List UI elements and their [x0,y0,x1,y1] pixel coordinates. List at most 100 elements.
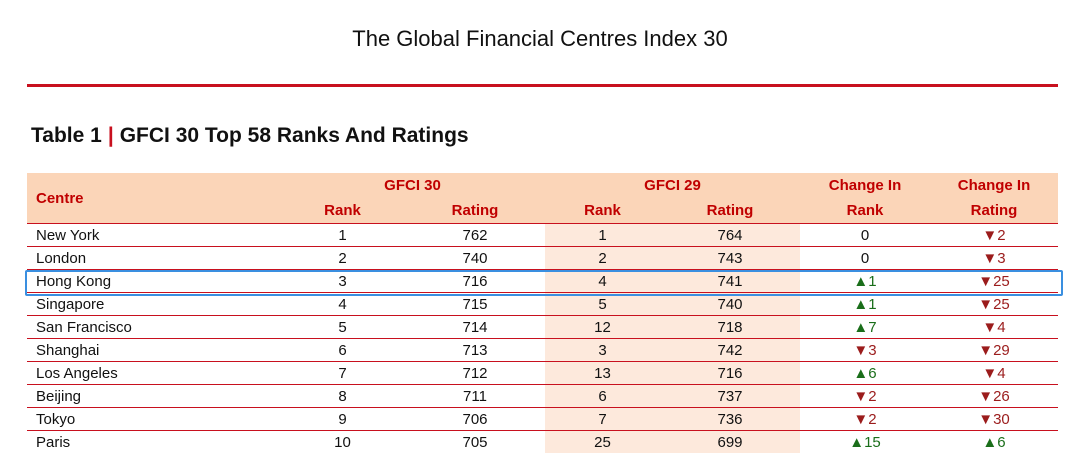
centre-cell: Hong Kong [27,269,280,293]
gfci30-rating: 711 [405,384,545,408]
gfci29-rating: 718 [660,315,800,339]
change-value: 15 [864,433,881,451]
gfci29-rank: 13 [545,361,660,385]
change-rank: ▲6 [800,361,930,385]
table-row[interactable]: Shanghai 6 713 3 742 ▼3 ▼29 [27,338,1058,362]
centre-cell: Singapore [27,292,280,316]
table-row[interactable]: San Francisco 5 714 12 718 ▲7 ▼4 [27,315,1058,339]
separator: | [107,124,114,147]
change-rank: ▲1 [800,292,930,316]
change-value: 3 [868,341,877,359]
arrow-up-icon: ▲ [853,272,869,290]
change-value: 3 [997,249,1006,267]
gfci30-rank: 6 [280,338,405,362]
change-rating: ▼26 [930,384,1058,408]
gfci30-rating: 740 [405,246,545,270]
table-row[interactable]: New York 1 762 1 764 0 ▼2 [27,223,1058,247]
gfci29-rank: 25 [545,430,660,453]
gfci30-rating: 712 [405,361,545,385]
arrow-down-icon: ▼ [853,341,869,359]
gfci-table: Centre GFCI 30 GFCI 29 Change In Change … [27,173,1058,453]
gfci29-rating: 742 [660,338,800,362]
gfci29-rank: 12 [545,315,660,339]
header-rank: Rank [280,198,405,224]
table-label: Table 1 [31,124,102,147]
arrow-down-icon: ▼ [978,410,994,428]
header-change-rank: Change In [800,173,930,198]
change-rank: 0 [800,223,930,247]
arrow-down-icon: ▼ [982,249,998,267]
arrow-down-icon: ▼ [982,226,998,244]
arrow-down-icon: ▼ [853,410,869,428]
gfci29-rating: 736 [660,407,800,431]
change-value: 0 [860,226,870,244]
gfci30-rating: 705 [405,430,545,453]
gfci29-rating: 743 [660,246,800,270]
arrow-up-icon: ▲ [853,295,869,313]
gfci29-rating: 741 [660,269,800,293]
red-divider [27,84,1058,87]
arrow-down-icon: ▼ [853,387,869,405]
table-row[interactable]: Paris 10 705 25 699 ▲15 ▲6 [27,430,1058,453]
gfci30-rating: 714 [405,315,545,339]
change-rank: 0 [800,246,930,270]
change-rating: ▼4 [930,361,1058,385]
change-value: 26 [993,387,1010,405]
change-value: 7 [868,318,877,336]
change-value: 1 [868,295,877,313]
gfci29-rank: 3 [545,338,660,362]
change-value: 6 [868,364,877,382]
table-row[interactable]: Tokyo 9 706 7 736 ▼2 ▼30 [27,407,1058,431]
table-heading: Table 1 | GFCI 30 Top 58 Ranks And Ratings [31,124,469,148]
document-title: The Global Financial Centres Index 30 [352,26,728,51]
change-value: 30 [993,410,1010,428]
arrow-down-icon: ▼ [978,295,994,313]
table-row[interactable]: Beijing 8 711 6 737 ▼2 ▼26 [27,384,1058,408]
table-title: GFCI 30 Top 58 Ranks And Ratings [119,124,469,147]
gfci30-rating: 716 [405,269,545,293]
header-centre: Centre [27,173,280,224]
change-rank: ▲15 [800,430,930,453]
gfci29-rating: 699 [660,430,800,453]
header-rank: Rank [800,198,930,224]
header-gfci29: GFCI 29 [545,173,800,198]
change-value: 29 [993,341,1010,359]
centre-cell: Paris [27,430,280,453]
header-rating: Rating [405,198,545,224]
gfci30-rating: 713 [405,338,545,362]
centre-cell: New York [27,223,280,247]
change-rating: ▼29 [930,338,1058,362]
centre-cell: Beijing [27,384,280,408]
header-gfci30: GFCI 30 [280,173,545,198]
arrow-up-icon: ▲ [853,318,869,336]
gfci29-rating: 764 [660,223,800,247]
change-value: 0 [860,249,870,267]
change-value: 4 [997,364,1006,382]
centre-cell: Shanghai [27,338,280,362]
change-value: 25 [993,295,1010,313]
table-row[interactable]: London 2 740 2 743 0 ▼3 [27,246,1058,270]
gfci29-rating: 737 [660,384,800,408]
change-value: 25 [993,272,1010,290]
table-row[interactable]: Los Angeles 7 712 13 716 ▲6 ▼4 [27,361,1058,385]
centre-cell: Tokyo [27,407,280,431]
gfci30-rank: 7 [280,361,405,385]
gfci30-rating: 706 [405,407,545,431]
gfci29-rank: 4 [545,269,660,293]
gfci30-rank: 10 [280,430,405,453]
table-row[interactable]: Singapore 4 715 5 740 ▲1 ▼25 [27,292,1058,316]
change-value: 1 [868,272,877,290]
change-rank: ▲7 [800,315,930,339]
change-value: 2 [868,410,877,428]
gfci29-rank: 2 [545,246,660,270]
change-value: 6 [997,433,1006,451]
change-rating: ▲6 [930,430,1058,453]
table-row[interactable]: Hong Kong 3 716 4 741 ▲1 ▼25 [27,269,1058,293]
arrow-down-icon: ▼ [978,272,994,290]
gfci30-rating: 762 [405,223,545,247]
gfci30-rank: 4 [280,292,405,316]
change-rating: ▼30 [930,407,1058,431]
centre-cell: Los Angeles [27,361,280,385]
gfci30-rank: 3 [280,269,405,293]
change-rank: ▲1 [800,269,930,293]
